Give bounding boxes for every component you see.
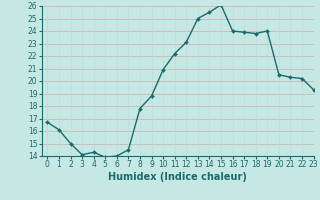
X-axis label: Humidex (Indice chaleur): Humidex (Indice chaleur) [108,172,247,182]
